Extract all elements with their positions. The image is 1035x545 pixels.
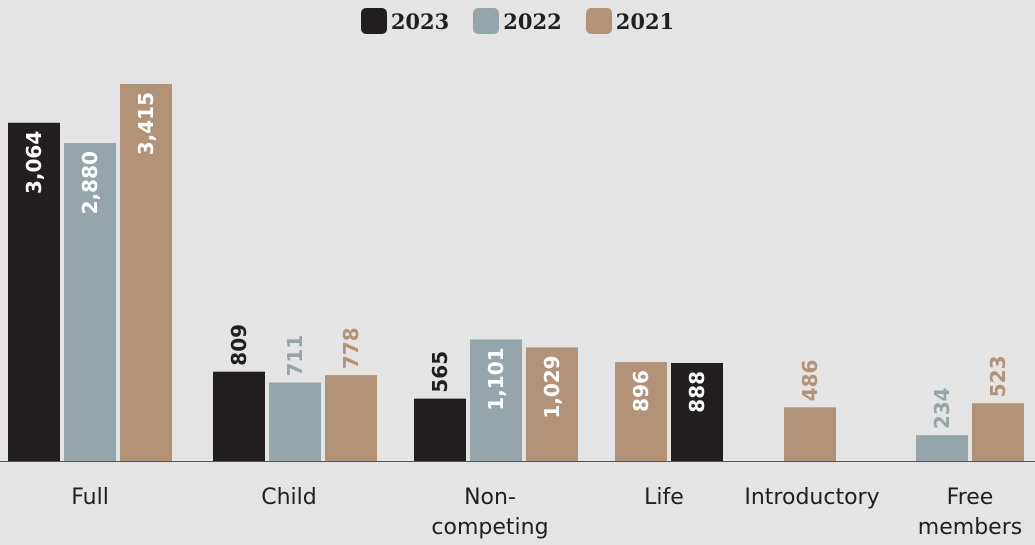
bar-2021-1 [325, 375, 377, 461]
bar-2022-1 [269, 382, 321, 461]
bar-label-2022-2: 1,101 [484, 347, 508, 410]
category-label-4-0: Introductory [744, 485, 879, 510]
legend-label-2021: 2021 [615, 8, 675, 34]
category-label-1-0: Child [261, 485, 317, 510]
bar-label-2022-1: 711 [283, 335, 307, 377]
bar-2023-3 [671, 362, 723, 461]
legend-swatch-2022 [473, 8, 500, 34]
category-label-2-0: Non- [464, 485, 516, 510]
legend-swatch-2021 [585, 8, 612, 34]
legend: 2023 2022 2021 [0, 8, 1035, 34]
bar-2021-5 [972, 403, 1024, 461]
bar-label-2022-0: 2,880 [78, 151, 102, 214]
bar-label-2023-0: 3,064 [22, 131, 46, 194]
bar-2021-3 [615, 362, 667, 461]
bar-label-2021-1: 778 [339, 327, 363, 369]
legend-item-2021[interactable]: 2021 [585, 8, 675, 34]
bar-2023-0 [8, 122, 60, 462]
bar-label-2023-2: 565 [428, 351, 452, 393]
bar-label-2022-5: 234 [930, 387, 954, 429]
bar-2022-2 [470, 339, 522, 461]
bar-label-2021-5: 523 [986, 356, 1010, 398]
bar-label-2021-0: 3,415 [134, 92, 158, 155]
legend-label-2022: 2022 [503, 8, 562, 34]
bar-2023-2 [414, 398, 466, 461]
bar-label-2021-2: 1,029 [540, 355, 564, 418]
bar-label-2021-3: 896 [629, 370, 653, 412]
legend-item-2023[interactable]: 2023 [360, 8, 450, 34]
bar-label-2023-3: 888 [685, 371, 709, 413]
category-label-0-0: Full [71, 485, 109, 510]
bar-label-2021-4: 486 [798, 360, 822, 402]
category-label-5-1: members [918, 515, 1022, 540]
bar-2021-4 [784, 407, 836, 461]
bar-2022-0 [64, 143, 116, 461]
legend-item-2022[interactable]: 2022 [473, 8, 562, 34]
bar-2021-2 [526, 347, 578, 461]
category-label-5-0: Free [947, 485, 994, 510]
category-label-3-0: Life [644, 485, 684, 510]
legend-swatch-2023 [360, 8, 387, 34]
bar-2021-0 [120, 84, 172, 461]
bar-label-2023-1: 809 [227, 324, 251, 366]
legend-label-2023: 2023 [390, 8, 450, 34]
bar-2023-1 [213, 371, 265, 461]
bar-2022-5 [916, 435, 968, 461]
category-label-2-1: competing [431, 515, 548, 540]
